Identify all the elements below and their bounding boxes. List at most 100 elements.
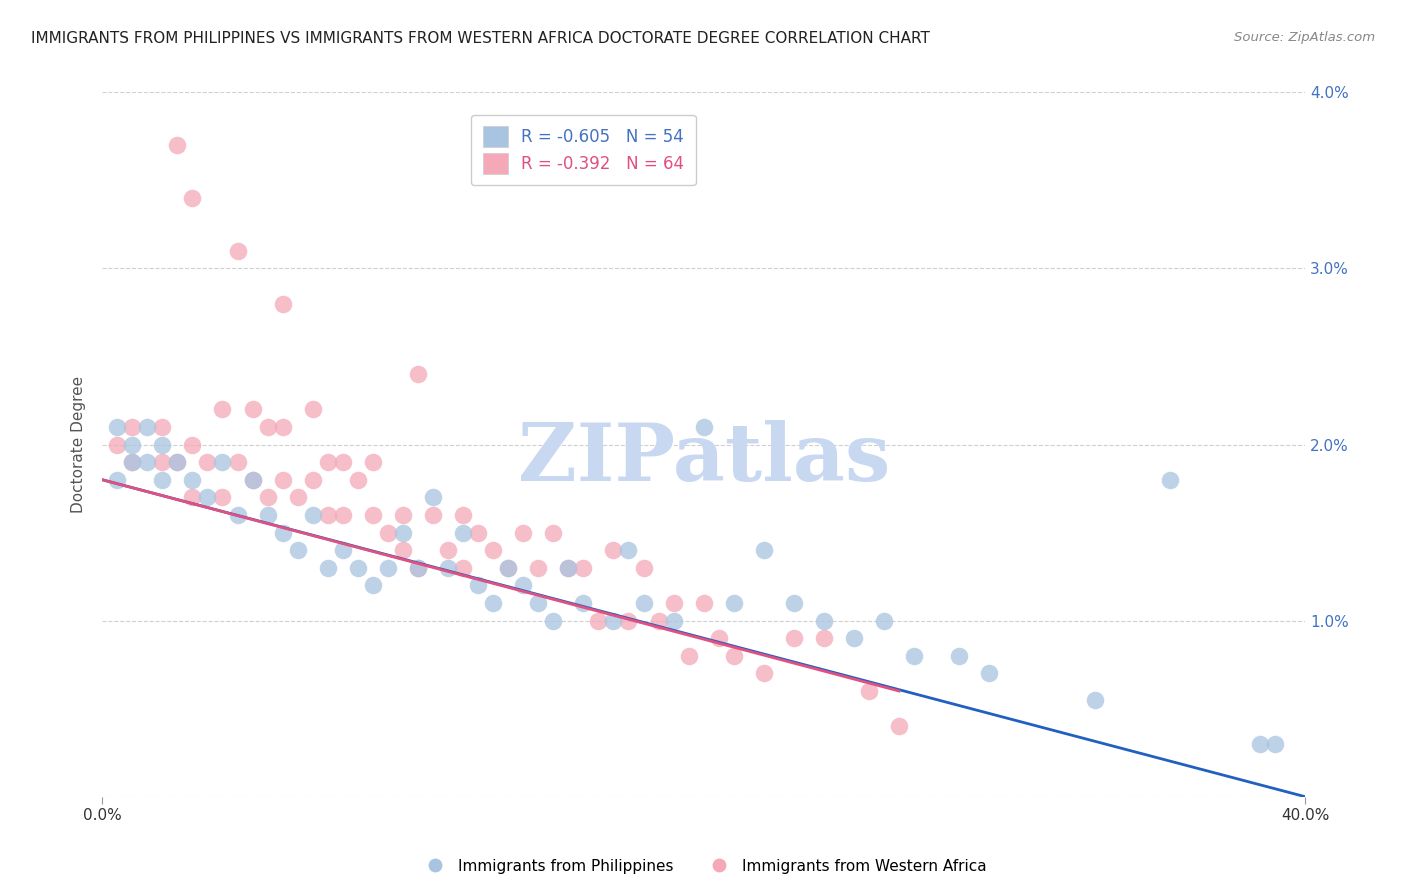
Point [242,473,264,487]
Point [543,614,565,628]
Point [557,561,579,575]
Point [181,473,204,487]
Point [301,473,323,487]
Text: IMMIGRANTS FROM PHILIPPINES VS IMMIGRANTS FROM WESTERN AFRICA DOCTORATE DEGREE C: IMMIGRANTS FROM PHILIPPINES VS IMMIGRANT… [31,31,929,46]
Point [1159,473,1181,487]
Point [361,455,384,469]
Point [392,543,415,558]
Point [406,367,429,381]
Point [406,561,429,575]
Point [150,437,173,451]
Point [602,543,624,558]
Point [361,508,384,522]
Legend: R = -0.605   N = 54, R = -0.392   N = 64: R = -0.605 N = 54, R = -0.392 N = 64 [471,115,696,186]
Legend: Immigrants from Philippines, Immigrants from Western Africa: Immigrants from Philippines, Immigrants … [413,853,993,880]
Point [121,455,143,469]
Point [332,455,354,469]
Point [166,455,188,469]
Point [301,508,323,522]
Point [437,561,460,575]
Y-axis label: Doctorate Degree: Doctorate Degree [72,376,86,513]
Point [181,491,204,505]
Point [1084,693,1107,707]
Point [437,543,460,558]
Point [948,648,970,663]
Point [633,561,655,575]
Point [512,525,534,540]
Point [377,561,399,575]
Point [181,191,204,205]
Point [903,648,925,663]
Point [316,508,339,522]
Point [873,614,896,628]
Point [242,402,264,417]
Point [1249,737,1271,751]
Point [1264,737,1286,751]
Point [211,402,233,417]
Point [572,561,595,575]
Point [451,508,474,522]
Point [858,684,880,698]
Point [692,420,714,434]
Point [678,648,700,663]
Point [271,473,294,487]
Point [287,543,309,558]
Point [813,631,835,645]
Point [842,631,865,645]
Point [422,508,444,522]
Point [226,455,249,469]
Point [181,437,204,451]
Point [813,614,835,628]
Point [496,561,519,575]
Point [543,525,565,540]
Point [226,508,249,522]
Point [150,420,173,434]
Point [105,420,128,434]
Point [557,561,579,575]
Point [752,666,775,681]
Point [467,525,489,540]
Point [271,420,294,434]
Point [121,437,143,451]
Point [197,455,219,469]
Point [361,578,384,592]
Point [121,455,143,469]
Point [467,578,489,592]
Point [271,525,294,540]
Point [692,596,714,610]
Point [301,402,323,417]
Point [633,596,655,610]
Point [617,543,640,558]
Point [406,561,429,575]
Point [482,543,505,558]
Text: Source: ZipAtlas.com: Source: ZipAtlas.com [1234,31,1375,45]
Point [287,491,309,505]
Point [588,614,610,628]
Point [662,614,685,628]
Point [617,614,640,628]
Point [572,596,595,610]
Point [979,666,1001,681]
Point [752,543,775,558]
Point [482,596,505,610]
Point [105,473,128,487]
Point [422,491,444,505]
Point [527,561,550,575]
Point [105,437,128,451]
Point [783,596,806,610]
Point [377,525,399,540]
Point [256,508,278,522]
Point [707,631,730,645]
Point [256,420,278,434]
Point [211,455,233,469]
Point [662,596,685,610]
Point [346,473,368,487]
Point [242,473,264,487]
Point [136,420,159,434]
Point [332,508,354,522]
Point [723,596,745,610]
Point [150,455,173,469]
Point [647,614,669,628]
Point [527,596,550,610]
Point [723,648,745,663]
